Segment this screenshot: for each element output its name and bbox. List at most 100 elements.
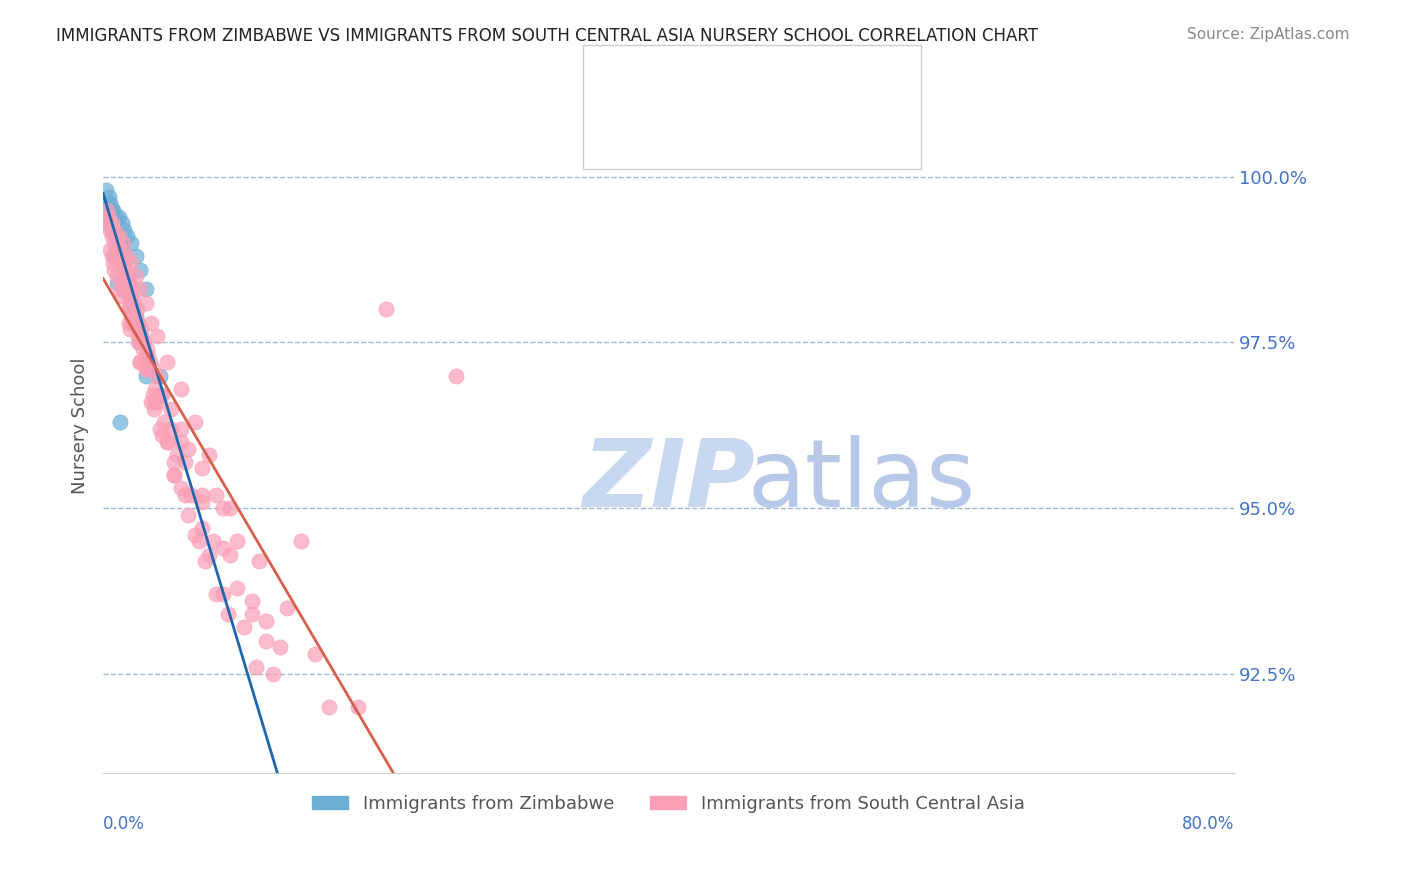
Point xyxy=(118,276,141,290)
Point xyxy=(262,666,284,681)
Point xyxy=(112,256,135,270)
Point xyxy=(202,534,225,549)
Point xyxy=(121,316,143,330)
Point xyxy=(174,488,197,502)
Text: R = 0.332   N = 43: R = 0.332 N = 43 xyxy=(633,72,832,91)
Point xyxy=(146,368,169,383)
Point xyxy=(166,448,188,462)
Text: Source: ZipAtlas.com: Source: ZipAtlas.com xyxy=(1187,27,1350,42)
Point xyxy=(120,256,142,270)
Point xyxy=(247,554,270,568)
Point xyxy=(96,202,118,217)
Point xyxy=(129,329,152,343)
Point xyxy=(163,468,186,483)
Point xyxy=(104,229,127,244)
Point xyxy=(184,527,207,541)
Point xyxy=(112,276,135,290)
Point xyxy=(124,269,146,284)
Point xyxy=(152,388,174,402)
Point xyxy=(105,229,128,244)
Point xyxy=(120,236,142,251)
Point xyxy=(107,229,129,244)
Point xyxy=(117,283,139,297)
Point xyxy=(94,210,117,224)
Point xyxy=(111,276,134,290)
Point xyxy=(156,355,179,369)
Point xyxy=(115,249,138,263)
Point xyxy=(121,283,143,297)
Point xyxy=(96,216,118,230)
Point xyxy=(111,256,134,270)
Point xyxy=(125,302,148,317)
Point xyxy=(156,434,179,449)
Point xyxy=(110,243,132,257)
Point xyxy=(152,428,174,442)
Point xyxy=(112,276,135,290)
Point xyxy=(138,355,160,369)
Point xyxy=(104,229,127,244)
Point xyxy=(114,269,136,284)
Point xyxy=(276,600,298,615)
Point xyxy=(163,455,186,469)
Point xyxy=(212,587,235,601)
Point xyxy=(97,190,120,204)
Point xyxy=(198,448,221,462)
Point xyxy=(100,223,122,237)
Point xyxy=(94,183,117,197)
Point xyxy=(105,236,128,251)
Point xyxy=(148,395,170,409)
Point xyxy=(139,355,162,369)
Point xyxy=(149,388,172,402)
Point xyxy=(107,210,129,224)
Legend: Immigrants from Zimbabwe, Immigrants from South Central Asia: Immigrants from Zimbabwe, Immigrants fro… xyxy=(305,788,1032,820)
Point xyxy=(97,210,120,224)
Point xyxy=(318,700,340,714)
Point xyxy=(131,342,153,356)
Point xyxy=(233,620,256,634)
Point xyxy=(128,355,150,369)
Point xyxy=(110,289,132,303)
Point xyxy=(100,249,122,263)
Point xyxy=(110,249,132,263)
Text: 0.0%: 0.0% xyxy=(103,815,145,833)
Point xyxy=(108,415,131,429)
Point xyxy=(132,335,155,350)
Text: atlas: atlas xyxy=(748,435,976,527)
Point xyxy=(103,249,125,263)
Point xyxy=(124,249,146,263)
Point xyxy=(103,262,125,277)
Point xyxy=(98,196,121,211)
Point xyxy=(149,368,172,383)
Point xyxy=(114,262,136,277)
Point xyxy=(135,349,157,363)
Point xyxy=(112,283,135,297)
Point xyxy=(174,455,197,469)
Point xyxy=(101,216,124,230)
Point xyxy=(160,422,183,436)
Point xyxy=(157,434,180,449)
Point xyxy=(177,508,200,522)
Point xyxy=(219,548,242,562)
Point xyxy=(98,223,121,237)
Point xyxy=(240,594,263,608)
Point xyxy=(120,302,142,317)
Point xyxy=(120,289,142,303)
Point xyxy=(269,640,291,655)
Point xyxy=(103,216,125,230)
Text: IMMIGRANTS FROM ZIMBABWE VS IMMIGRANTS FROM SOUTH CENTRAL ASIA NURSERY SCHOOL CO: IMMIGRANTS FROM ZIMBABWE VS IMMIGRANTS F… xyxy=(56,27,1038,45)
Point xyxy=(105,269,128,284)
Point xyxy=(98,243,121,257)
Point xyxy=(127,329,149,343)
Point xyxy=(124,309,146,323)
Point xyxy=(127,316,149,330)
Point xyxy=(98,216,121,230)
Point xyxy=(108,243,131,257)
Point xyxy=(245,660,267,674)
Point xyxy=(122,309,145,323)
Point xyxy=(111,236,134,251)
Point xyxy=(115,269,138,284)
Point xyxy=(138,349,160,363)
Point xyxy=(184,415,207,429)
Point xyxy=(143,395,166,409)
Point xyxy=(108,283,131,297)
